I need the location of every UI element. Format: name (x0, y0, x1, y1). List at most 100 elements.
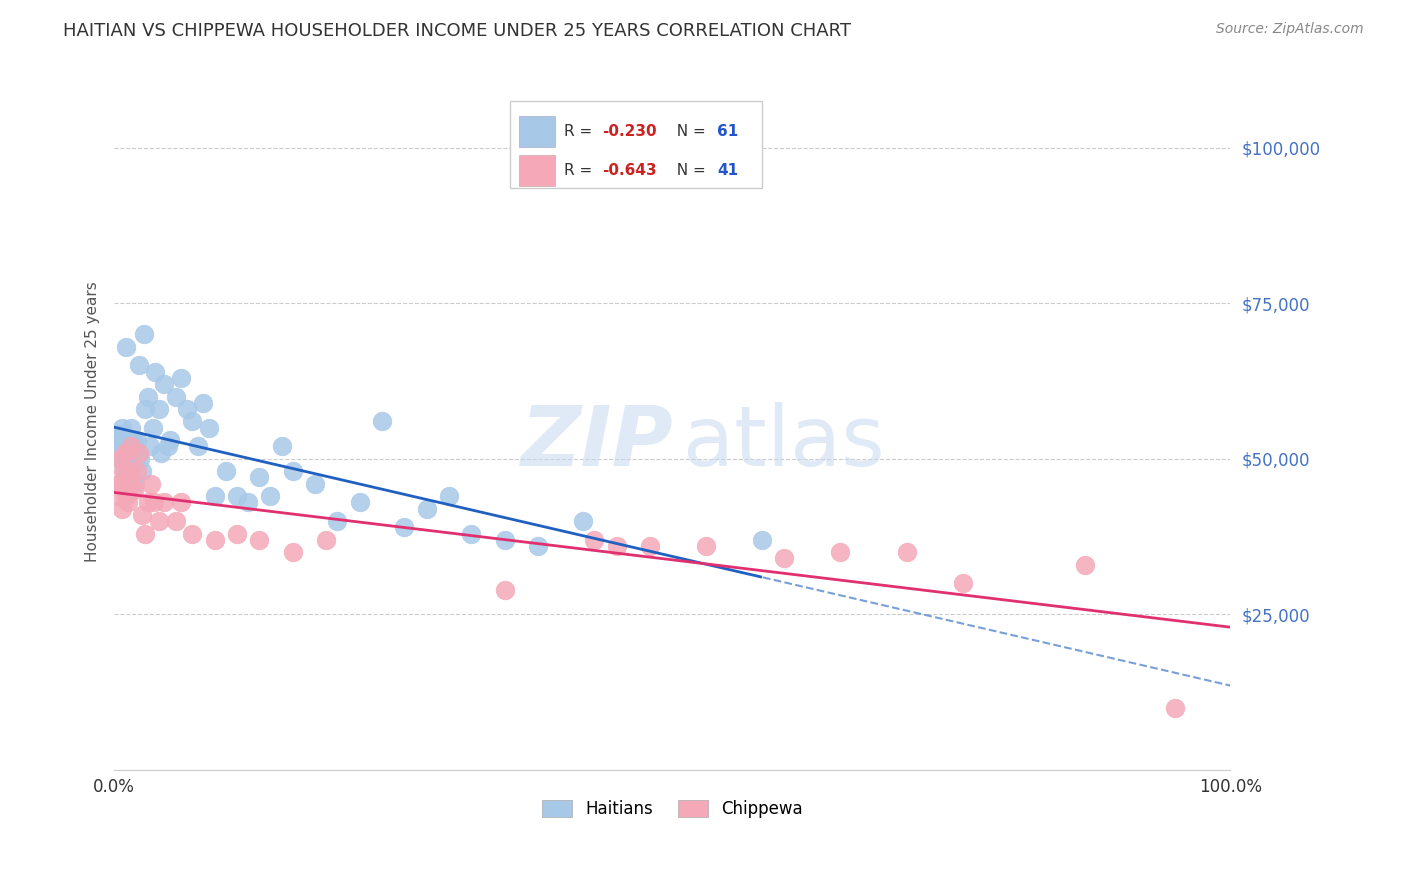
Point (115, 489, 138, 503)
Point (111, 420, 134, 434)
Text: -0.230: -0.230 (602, 124, 657, 139)
Text: HAITIAN VS CHIPPEWA HOUSEHOLDER INCOME UNDER 25 YEARS CORRELATION CHART: HAITIAN VS CHIPPEWA HOUSEHOLDER INCOME U… (63, 22, 851, 40)
Point (394, 520, 416, 534)
Point (128, 451, 150, 466)
Point (107, 451, 129, 466)
Point (165, 390, 187, 404)
Point (215, 464, 238, 478)
Point (112, 464, 135, 478)
Point (751, 533, 773, 547)
Text: N =: N = (666, 124, 710, 139)
FancyBboxPatch shape (510, 101, 762, 188)
Point (107, 476, 129, 491)
Point (108, 439, 131, 453)
Point (139, 439, 162, 453)
Point (112, 464, 135, 478)
Point (139, 476, 162, 491)
Point (165, 514, 187, 528)
Point (125, 464, 148, 478)
Point (1163, 700, 1185, 714)
Point (583, 533, 606, 547)
Text: -0.643: -0.643 (602, 163, 657, 178)
Point (236, 495, 259, 509)
Point (127, 445, 149, 459)
Text: R =: R = (564, 163, 598, 178)
Text: ZIP: ZIP (520, 402, 672, 483)
Point (416, 501, 439, 516)
Text: R =: R = (564, 124, 598, 139)
Point (118, 476, 141, 491)
Point (226, 526, 249, 541)
Point (170, 495, 193, 509)
Point (494, 533, 516, 547)
FancyBboxPatch shape (519, 116, 555, 146)
Point (181, 415, 204, 429)
Point (107, 489, 129, 503)
Point (1074, 558, 1097, 572)
Point (136, 390, 159, 404)
Point (117, 495, 139, 509)
Point (896, 545, 918, 559)
Point (247, 533, 270, 547)
Point (153, 495, 176, 509)
Point (134, 526, 156, 541)
Point (134, 402, 156, 417)
Point (270, 439, 292, 453)
Point (108, 426, 131, 441)
Text: Source: ZipAtlas.com: Source: ZipAtlas.com (1216, 22, 1364, 37)
Point (120, 439, 142, 453)
Point (349, 495, 371, 509)
Point (124, 476, 146, 491)
Text: N =: N = (666, 163, 710, 178)
Point (695, 539, 717, 553)
Point (460, 526, 482, 541)
Point (437, 489, 460, 503)
Point (114, 451, 136, 466)
Point (128, 445, 150, 459)
Point (121, 476, 143, 491)
Point (638, 539, 661, 553)
Point (181, 526, 204, 541)
FancyBboxPatch shape (519, 155, 555, 186)
Point (136, 495, 159, 509)
Point (315, 533, 337, 547)
Point (153, 377, 176, 392)
Point (156, 439, 179, 453)
Point (148, 514, 170, 528)
Point (120, 420, 142, 434)
Text: 41: 41 (717, 163, 738, 178)
Point (170, 371, 193, 385)
Text: atlas: atlas (683, 402, 886, 483)
Point (134, 327, 156, 342)
Point (125, 433, 148, 447)
Point (159, 433, 181, 447)
Point (150, 445, 173, 459)
Point (572, 514, 595, 528)
Point (108, 451, 131, 466)
Point (115, 340, 138, 354)
Point (128, 359, 150, 373)
Point (773, 551, 796, 566)
Point (143, 495, 166, 509)
Point (121, 445, 143, 459)
Point (198, 420, 221, 434)
Point (111, 501, 134, 516)
Point (124, 439, 146, 453)
Point (124, 483, 146, 497)
Point (110, 476, 132, 491)
Point (112, 426, 135, 441)
Point (494, 582, 516, 597)
Legend: Haitians, Chippewa: Haitians, Chippewa (536, 793, 810, 824)
Point (952, 576, 974, 591)
Point (107, 445, 129, 459)
Point (326, 514, 349, 528)
Point (828, 545, 851, 559)
Point (114, 445, 136, 459)
Point (281, 464, 304, 478)
Point (371, 415, 394, 429)
Point (105, 433, 128, 447)
Text: 61: 61 (717, 124, 738, 139)
Point (148, 402, 170, 417)
Point (204, 533, 226, 547)
Point (193, 396, 215, 410)
